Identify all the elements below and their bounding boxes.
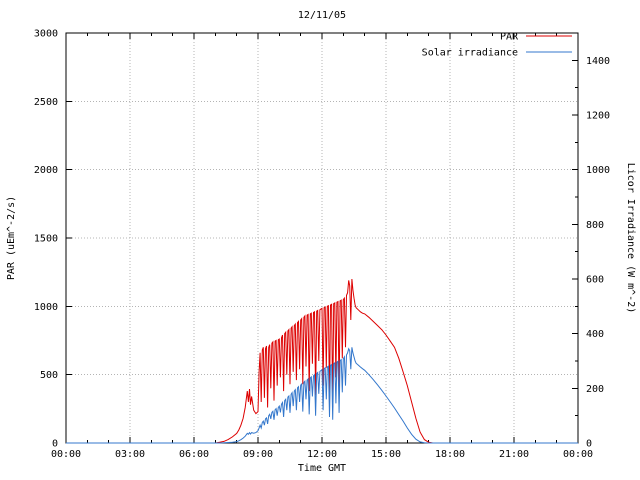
y2-tick-labels: 0 200 400 600 800 1000 1200 1400	[586, 56, 610, 450]
y-tick-label: 500	[40, 370, 58, 381]
series-line-solar-irradiance	[66, 347, 578, 444]
y-tick-label: 2000	[34, 165, 58, 176]
x-tick-label: 18:00	[435, 449, 465, 460]
y2-tick-label: 200	[586, 384, 604, 395]
legend-label-solar-irradiance: Solar irradiance	[422, 48, 518, 59]
y-tick-label: 1000	[34, 302, 58, 313]
legend: PAR Solar irradiance	[422, 32, 572, 59]
y2-tick-label: 0	[586, 439, 592, 450]
y-tick-labels: 0 500 1000 1500 2000 2500 3000	[34, 29, 58, 450]
x-tick-label: 00:00	[51, 449, 81, 460]
x-tick-labels: 00:00 03:00 06:00 09:00 12:00 15:00 18:00 21:00…	[51, 449, 593, 460]
y2-tick-label: 400	[586, 329, 604, 340]
x-tick-label: 21:00	[499, 449, 529, 460]
x-tick-label: 09:00	[243, 449, 273, 460]
x-tick-label: 15:00	[371, 449, 401, 460]
y2-tick-label: 1400	[586, 56, 610, 67]
y2-axis-label: Licor Irradiance (W m^-2)	[625, 163, 636, 314]
series-line-par	[66, 278, 578, 444]
x-axis-label: Time GMT	[298, 463, 346, 474]
y2-tick-label: 1200	[586, 111, 610, 122]
y2-tick-label: 1000	[586, 165, 610, 176]
y-axis-label: PAR (uEm^-2/s)	[6, 196, 17, 280]
x-tick-label: 06:00	[179, 449, 209, 460]
tick-marks	[65, 32, 579, 444]
x-tick-label: 00:00	[563, 449, 593, 460]
chart-title: 12/11/05	[298, 10, 346, 21]
x-tick-label: 03:00	[115, 449, 145, 460]
y-tick-label: 2500	[34, 97, 58, 108]
y2-tick-label: 800	[586, 220, 604, 231]
x-tick-label: 12:00	[307, 449, 337, 460]
legend-label-par: PAR	[500, 32, 519, 43]
y-tick-label: 1500	[34, 234, 58, 245]
y-tick-label: 0	[52, 439, 58, 450]
y2-tick-label: 600	[586, 275, 604, 286]
y-tick-label: 3000	[34, 29, 58, 40]
